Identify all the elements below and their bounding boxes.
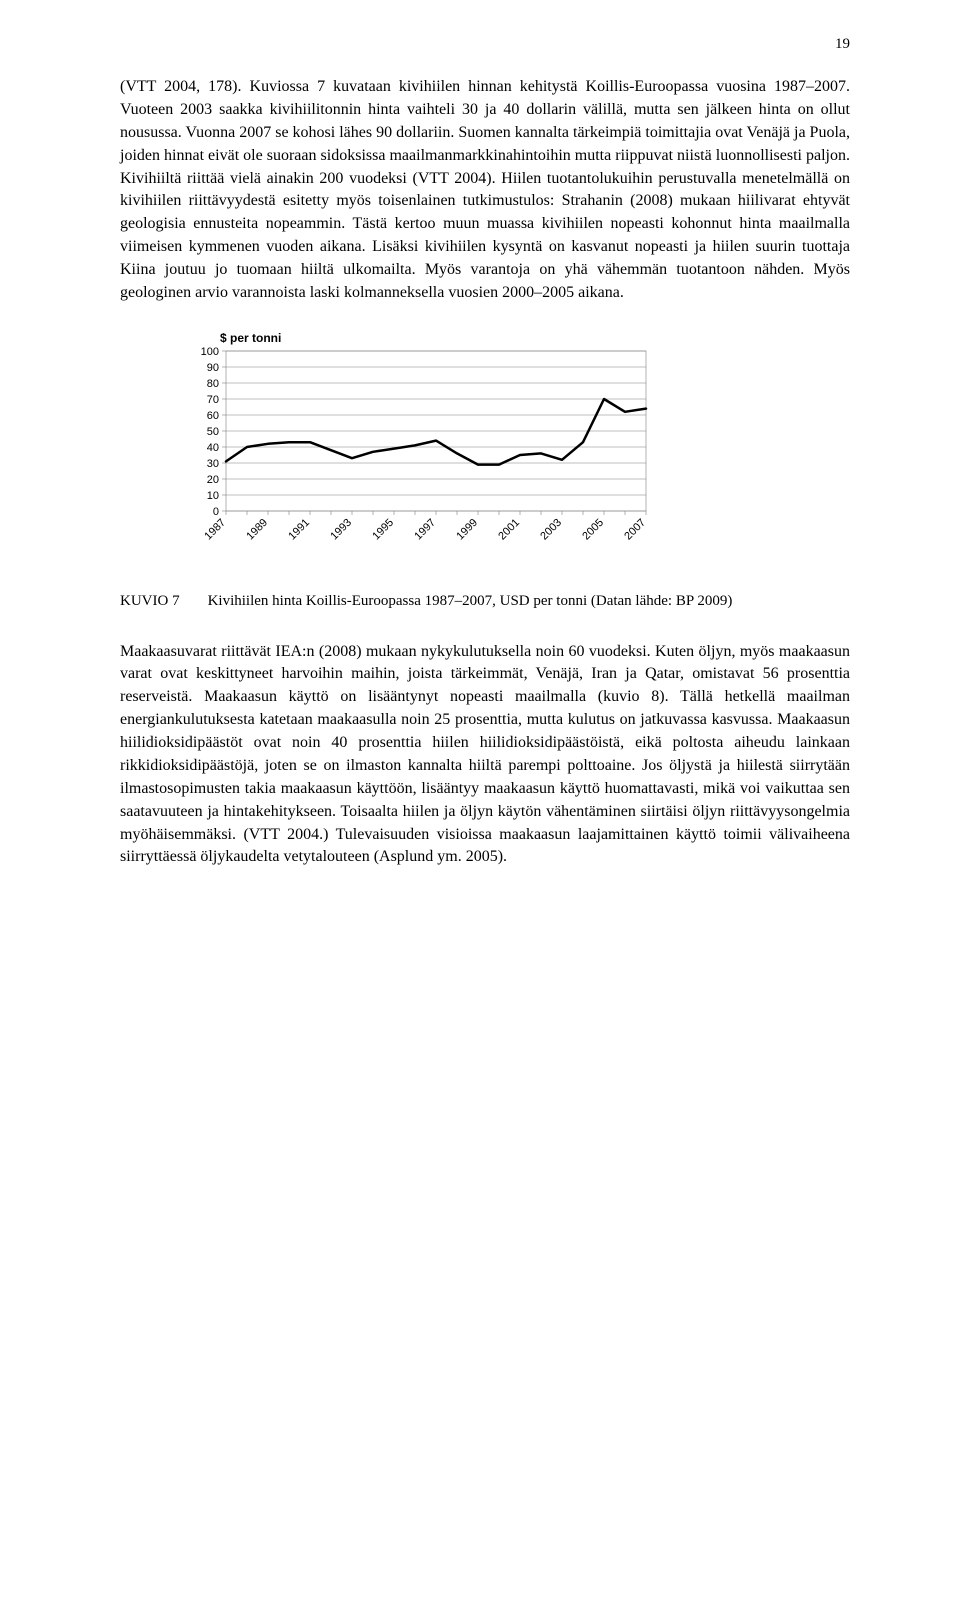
svg-text:40: 40 [207,442,219,454]
caption-text: Kivihiilen hinta Koillis-Euroopassa 1987… [208,591,850,613]
svg-text:20: 20 [207,474,219,486]
figure-caption: KUVIO 7 Kivihiilen hinta Koillis-Euroopa… [120,591,850,613]
svg-text:2005: 2005 [580,516,606,542]
svg-text:0: 0 [213,506,219,518]
page-number: 19 [835,36,850,53]
page: 19 (VTT 2004, 178). Kuviossa 7 kuvataan … [0,0,960,1604]
price-chart: $ per tonni 0 10 20 30 40 50 60 70 80 90 100 1987 19… [190,331,850,565]
svg-text:100: 100 [201,347,219,358]
svg-text:1997: 1997 [412,516,438,542]
svg-text:1989: 1989 [244,516,270,542]
svg-text:80: 80 [207,378,219,390]
paragraph-2: Maakaasuvarat riittävät IEA:n (2008) muk… [120,641,850,870]
svg-text:1993: 1993 [328,516,354,542]
svg-text:10: 10 [207,490,219,502]
svg-text:2007: 2007 [622,516,648,542]
caption-label: KUVIO 7 [120,591,180,613]
svg-text:2001: 2001 [496,516,522,542]
svg-text:1999: 1999 [454,516,480,542]
svg-text:90: 90 [207,362,219,374]
svg-text:60: 60 [207,410,219,422]
chart-y-axis-label: $ per tonni [220,331,850,345]
svg-text:1991: 1991 [286,516,312,542]
svg-text:2003: 2003 [538,516,564,542]
paragraph-1: (VTT 2004, 178). Kuviossa 7 kuvataan kiv… [120,76,850,305]
svg-text:30: 30 [207,458,219,470]
svg-text:1995: 1995 [370,516,396,542]
svg-text:1987: 1987 [202,516,228,542]
svg-text:70: 70 [207,394,219,406]
chart-svg: 0 10 20 30 40 50 60 70 80 90 100 1987 1989 1991 1993 19… [190,347,690,565]
svg-text:50: 50 [207,426,219,438]
